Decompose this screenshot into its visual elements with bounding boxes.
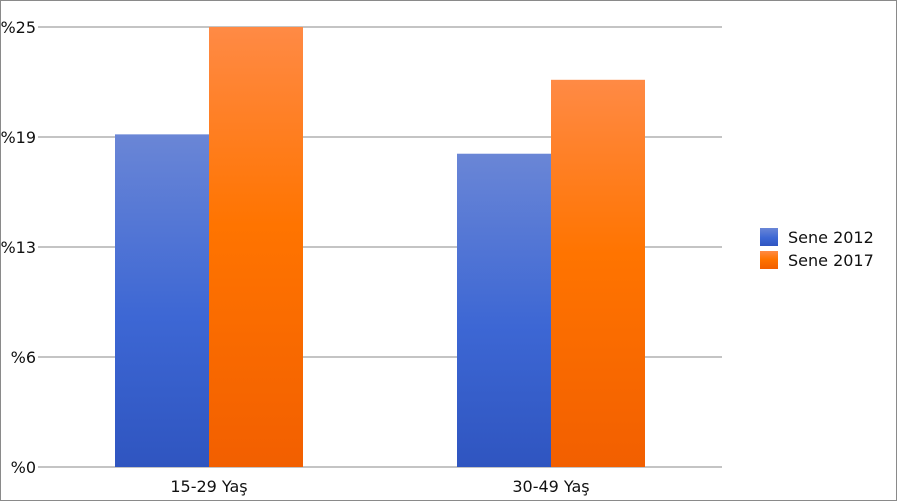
bar-sene-2012 bbox=[115, 134, 209, 468]
bar-sene-2017 bbox=[551, 79, 645, 468]
legend-swatch bbox=[760, 228, 778, 246]
y-tick-label: %13 bbox=[0, 238, 36, 257]
legend-label: Sene 2012 bbox=[788, 228, 874, 247]
x-tick-label: 30-49 Yaş bbox=[512, 477, 589, 496]
y-tick-label: %25 bbox=[0, 18, 36, 37]
bar-sene-2012 bbox=[457, 153, 551, 467]
legend-label: Sene 2017 bbox=[788, 251, 874, 270]
bar-sene-2017 bbox=[209, 27, 303, 467]
y-axis-ticks: %0 %6 %13 %19 %25 bbox=[0, 18, 36, 477]
legend: Sene 2012 Sene 2017 bbox=[760, 228, 874, 270]
legend-swatch bbox=[760, 251, 778, 269]
y-tick-label: %0 bbox=[11, 458, 36, 477]
y-tick-label: %6 bbox=[11, 348, 36, 367]
x-axis-ticks: 15-29 Yaş 30-49 Yaş bbox=[170, 477, 589, 496]
bars bbox=[115, 27, 645, 468]
x-tick-label: 15-29 Yaş bbox=[170, 477, 247, 496]
y-tick-label: %19 bbox=[0, 128, 36, 147]
